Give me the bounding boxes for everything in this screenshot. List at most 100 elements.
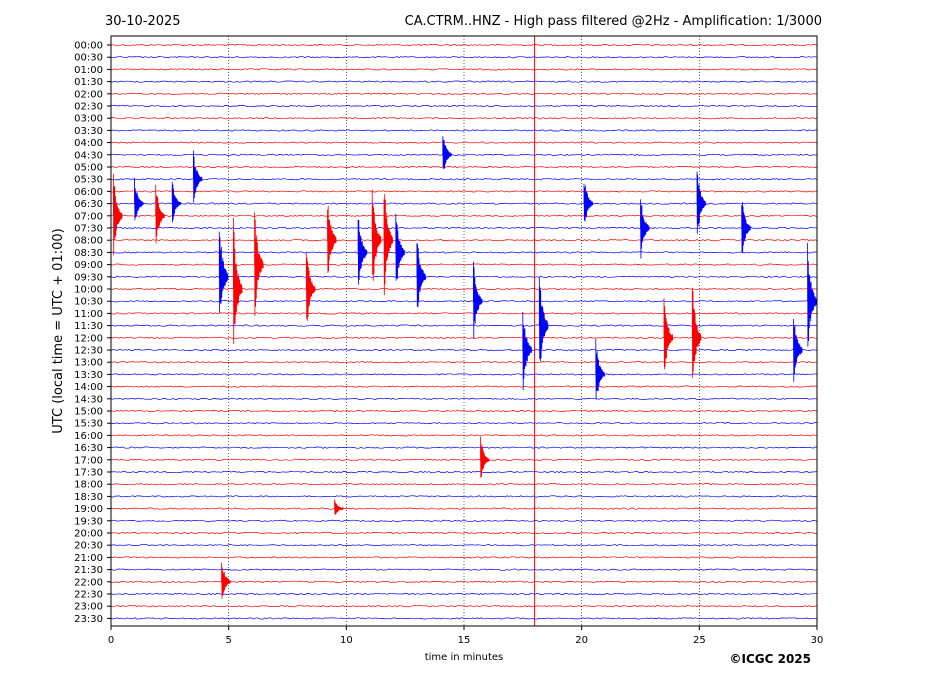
y-tick-label: 06:00 [74, 187, 103, 198]
y-tick-label: 01:00 [74, 65, 103, 76]
y-tick-label: 20:30 [74, 541, 103, 552]
y-tick-label: 02:00 [74, 89, 103, 100]
seismic-event [371, 189, 382, 281]
x-tick-label: 30 [811, 635, 824, 646]
trace-row-1700 [110, 458, 818, 461]
seismic-event [327, 205, 337, 274]
trace-row-1500 [110, 409, 818, 413]
trace-row-0130 [110, 80, 818, 83]
trace-row-1100 [110, 312, 818, 315]
trace-row-1800 [110, 483, 818, 486]
seismic-event [741, 202, 751, 254]
trace-row-1200 [110, 336, 818, 339]
y-tick-label: 07:00 [74, 211, 103, 222]
y-tick-label: 07:30 [74, 224, 103, 235]
trace-row-1130 [110, 324, 818, 327]
y-tick-label: 09:30 [74, 272, 103, 283]
y-tick-label: 00:30 [74, 53, 103, 64]
y-tick-label: 03:30 [74, 126, 103, 137]
seismic-event [305, 252, 316, 321]
trace-row-0730 [110, 226, 818, 230]
seismic-traces [110, 43, 818, 620]
y-tick-label: 12:00 [74, 333, 103, 344]
trace-row-2000 [110, 531, 818, 535]
seismic-event [480, 436, 490, 478]
seismic-event [522, 311, 532, 391]
x-tick-label: 5 [225, 635, 231, 646]
x-tick-label: 10 [340, 635, 353, 646]
seismic-event [793, 318, 803, 382]
seismic-event [155, 184, 165, 244]
seismic-event [134, 177, 144, 221]
seismic-event [395, 213, 405, 281]
y-tick-label: 21:30 [74, 565, 103, 576]
y-tick-label: 18:30 [74, 492, 103, 503]
y-tick-label: 17:00 [74, 455, 103, 466]
trace-row-1900 [110, 507, 818, 510]
seismic-event [663, 298, 674, 370]
y-tick-label: 17:30 [74, 468, 103, 479]
trace-row-0430 [110, 153, 818, 156]
trace-row-0230 [110, 104, 818, 108]
y-tick-label: 23:30 [74, 614, 103, 625]
y-tick-label: 08:00 [74, 236, 103, 247]
trace-row-1300 [110, 361, 818, 364]
y-tick-label: 16:30 [74, 443, 103, 454]
y-tick-label: 04:00 [74, 138, 103, 149]
trace-row-0800 [110, 239, 818, 242]
seismic-event [807, 242, 817, 347]
trace-row-0300 [110, 117, 818, 120]
y-tick-label: 05:30 [74, 175, 103, 186]
trace-row-1930 [110, 519, 818, 522]
y-tick-label: 12:30 [74, 346, 103, 357]
trace-row-0330 [110, 129, 818, 132]
trace-row-1330 [110, 373, 818, 376]
y-tick-label: 04:30 [74, 150, 103, 161]
x-tick-label: 15 [458, 635, 471, 646]
seismic-event [193, 150, 203, 203]
time-gridlines [228, 36, 700, 626]
seismic-event [640, 199, 650, 259]
seismic-event [583, 183, 594, 222]
chart-title: CA.CTRM..HNZ - High pass filtered @2Hz -… [405, 14, 822, 29]
x-axis-ticks: 0 5 10 15 20 25 30 [108, 626, 824, 646]
plot-frame [110, 35, 818, 627]
y-tick-label: 08:30 [74, 248, 103, 259]
y-axis-title: UTC (local time = UTC + 01:00) [51, 228, 66, 433]
x-axis-title: time in minutes [425, 652, 504, 663]
y-tick-label: 03:00 [74, 114, 103, 125]
trace-row-2330 [110, 617, 818, 620]
y-tick-label: 16:00 [74, 431, 103, 442]
trace-row-2130 [110, 568, 818, 571]
trace-row-1030 [110, 300, 818, 303]
y-tick-label: 21:00 [74, 553, 103, 564]
seismic-event [442, 136, 452, 170]
y-tick-label: 06:30 [74, 199, 103, 210]
trace-row-0530 [110, 178, 818, 181]
trace-row-0200 [110, 92, 817, 95]
y-tick-label: 22:00 [74, 577, 103, 588]
date-label: 30-10-2025 [105, 14, 181, 29]
trace-row-0100 [110, 68, 818, 71]
y-tick-label: 13:00 [74, 358, 103, 369]
y-tick-label: 18:00 [74, 480, 103, 491]
y-tick-label: 10:00 [74, 285, 103, 296]
trace-row-0000 [110, 43, 818, 47]
x-tick-label: 0 [108, 635, 114, 646]
trace-row-0600 [110, 190, 818, 193]
y-tick-label: 15:00 [74, 407, 103, 418]
y-tick-label: 14:30 [74, 394, 103, 405]
seismic-event [113, 173, 123, 256]
y-tick-label: 23:00 [74, 602, 103, 613]
trace-row-1230 [110, 348, 818, 352]
trace-row-1400 [110, 385, 818, 388]
trace-row-0500 [110, 165, 818, 169]
y-tick-label: 15:30 [74, 419, 103, 430]
seismic-event [473, 261, 483, 339]
seismic-event [383, 194, 394, 296]
y-tick-label: 11:00 [74, 309, 103, 320]
y-tick-label: 14:00 [74, 382, 103, 393]
x-tick-label: 25 [693, 635, 706, 646]
copyright-label: ©ICGC 2025 [729, 652, 811, 666]
trace-row-1430 [110, 397, 818, 400]
